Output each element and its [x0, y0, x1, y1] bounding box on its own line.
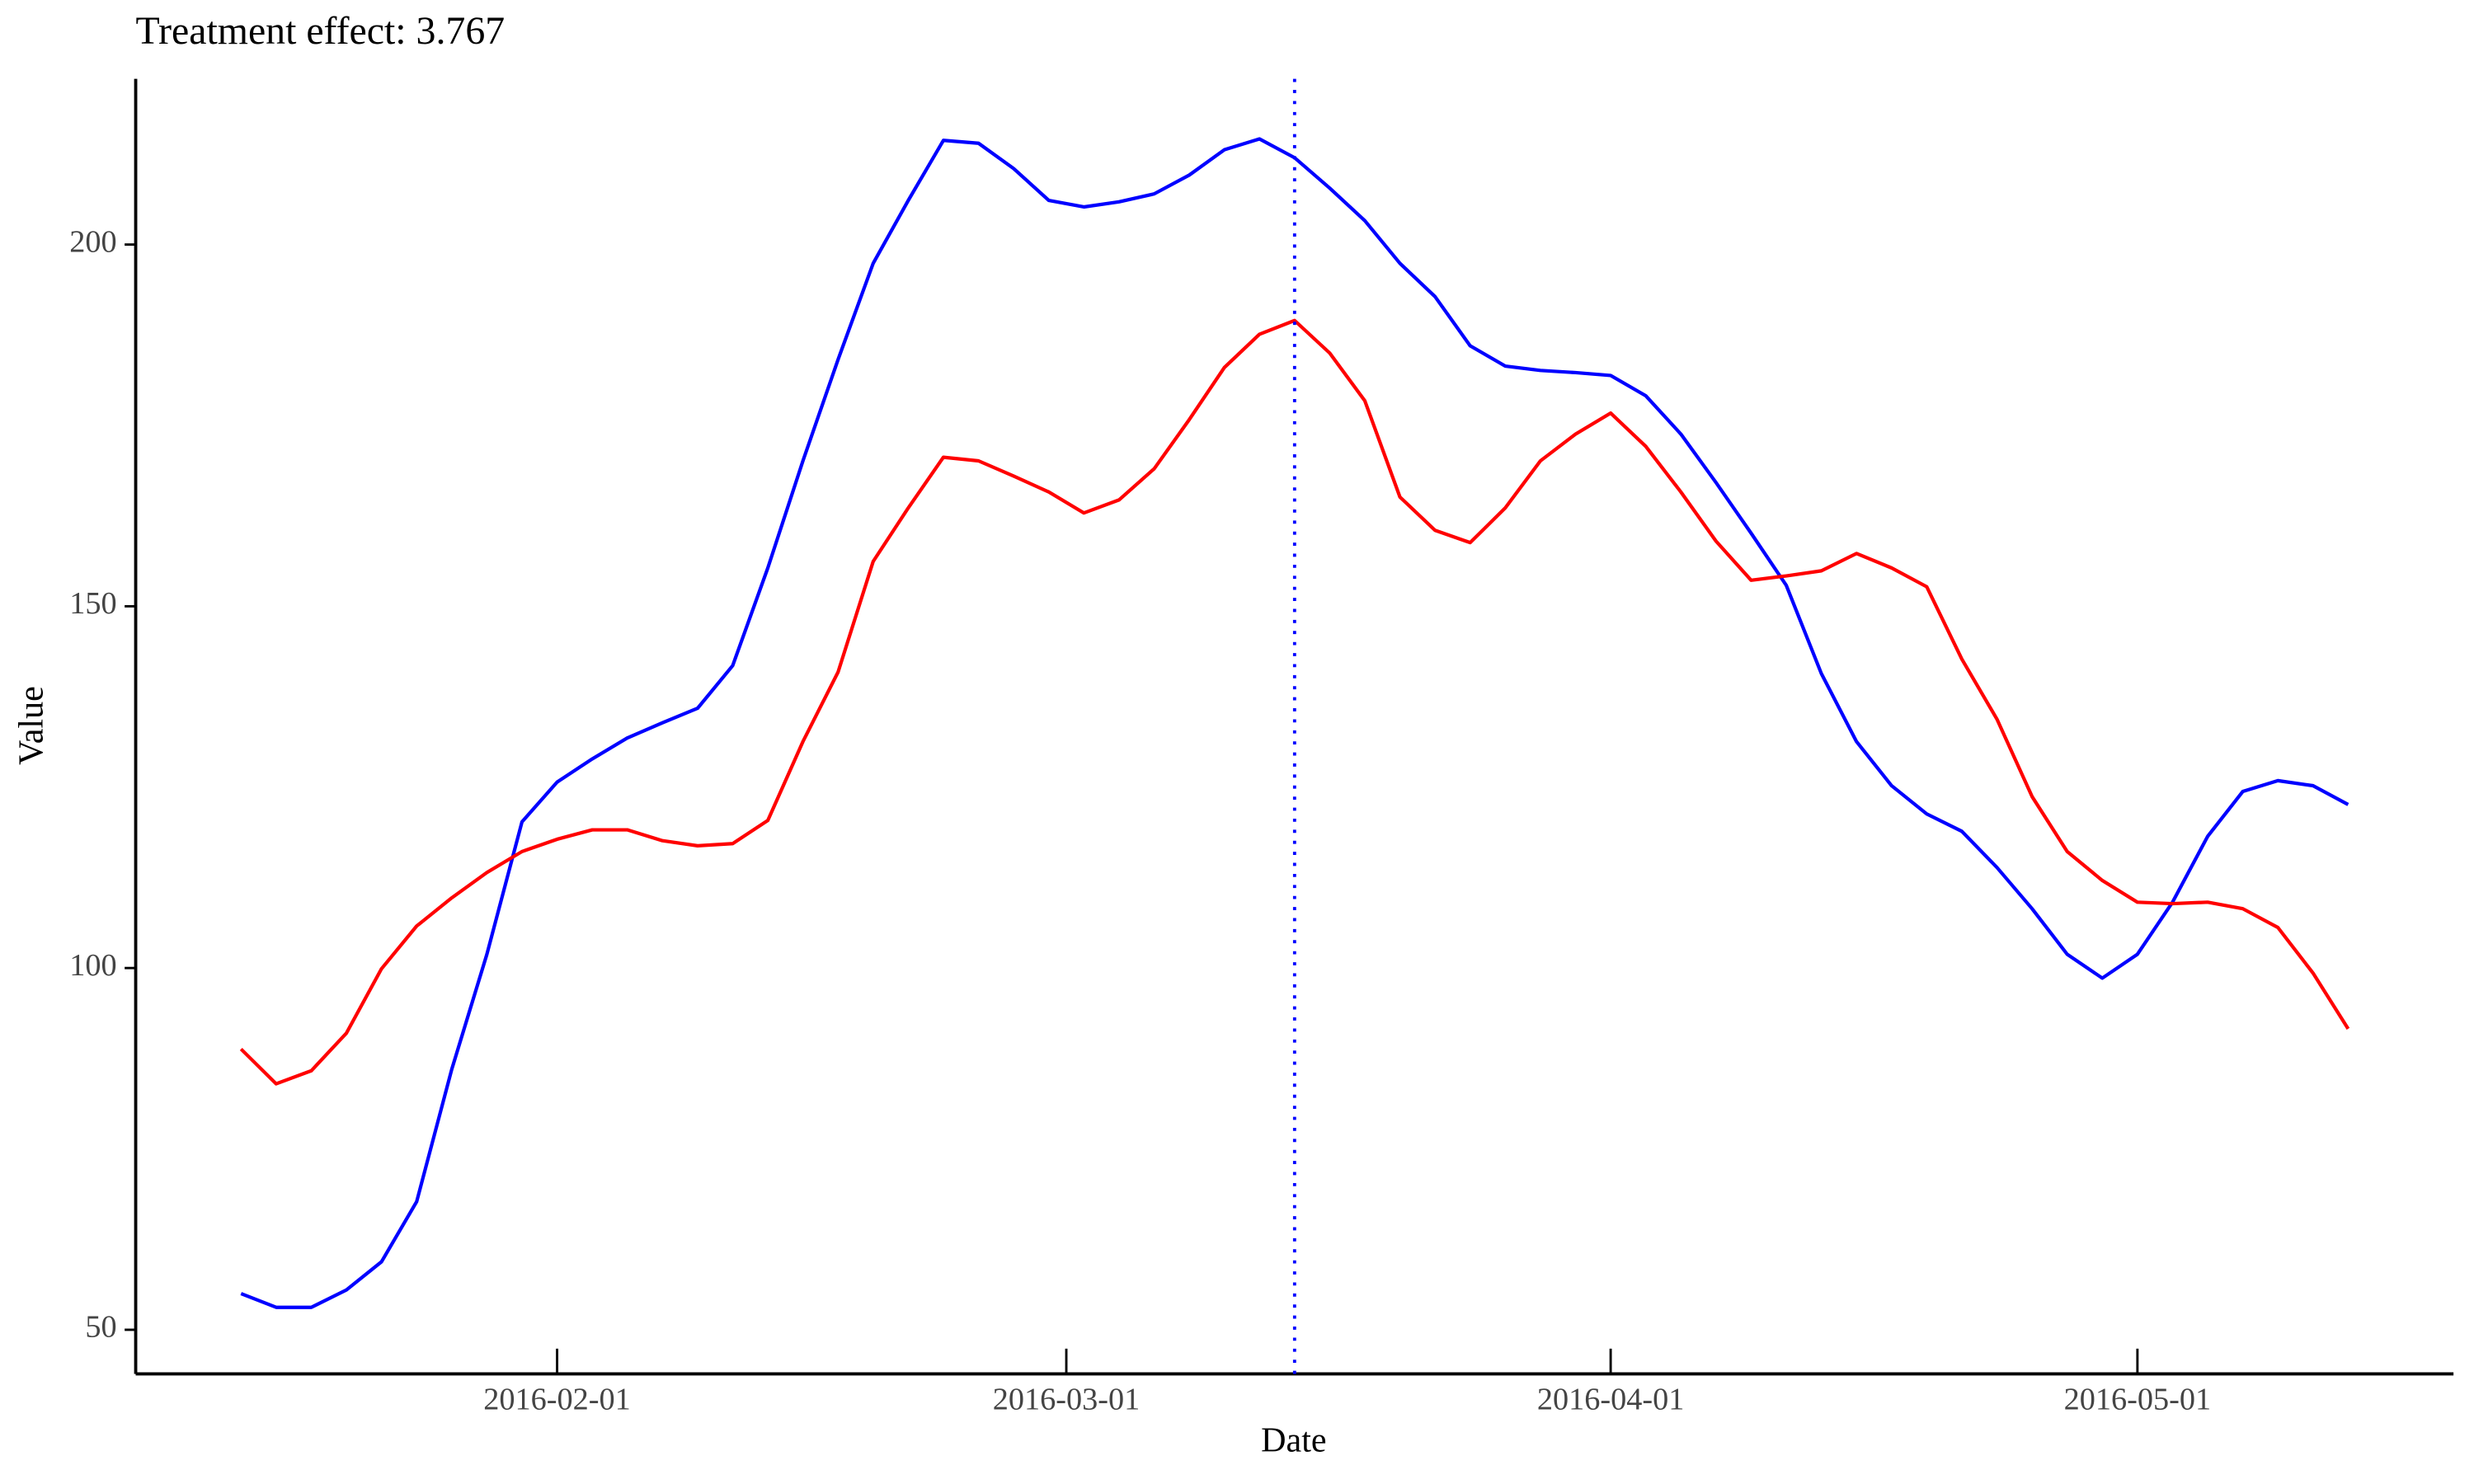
y-tick-label: 100 — [69, 948, 116, 983]
x-tick-label: 2016-02-01 — [483, 1383, 630, 1417]
x-tick-label: 2016-03-01 — [993, 1383, 1140, 1417]
series-line — [239, 318, 2350, 1086]
chart-title: Treatment effect: 3.767 — [136, 9, 506, 53]
y-tick-label: 200 — [69, 224, 116, 259]
x-tick-label: 2016-05-01 — [2064, 1383, 2211, 1417]
y-axis-label: Value — [12, 686, 51, 765]
series-line — [240, 137, 2349, 1309]
x-tick-label: 2016-04-01 — [1537, 1383, 1684, 1417]
x-axis-label: Date — [1261, 1421, 1326, 1459]
y-tick-label: 150 — [69, 586, 116, 621]
y-tick-label: 50 — [85, 1310, 116, 1345]
